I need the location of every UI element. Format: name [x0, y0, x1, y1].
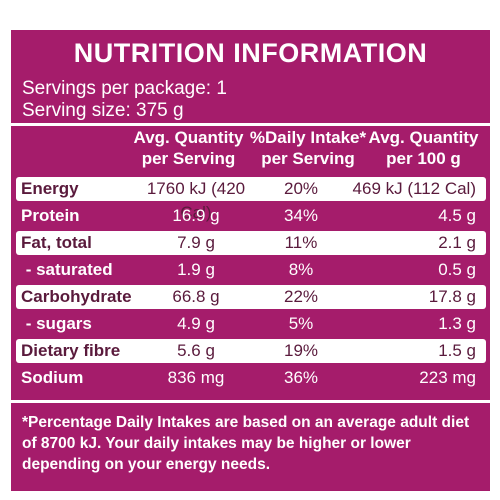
table-row-carbohydrate: Carbohydrate 66.8 g 22% 17.8 g	[16, 285, 486, 309]
table-row-saturated: - saturated 1.9 g 8% 0.5 g	[16, 258, 486, 282]
nutrient-name: Sodium	[21, 368, 84, 387]
value-daily-intake: 11%	[284, 233, 318, 252]
serving-size: Serving size: 375 g	[22, 100, 184, 121]
value-per-100g: 17.8 g	[428, 287, 476, 306]
value-per-serving: 7.9 g	[177, 233, 215, 252]
table-row-protein: Protein 16.9 g 34% 4.5 g	[16, 204, 486, 228]
nutrient-name: - sugars	[21, 314, 92, 333]
value-per-serving: 5.6 g	[177, 341, 215, 360]
table-row-sugars: - sugars 4.9 g 5% 1.3 g	[16, 312, 486, 336]
nutrient-name: Energy	[21, 179, 79, 198]
servings-per-package: Servings per package: 1	[22, 78, 227, 99]
value-daily-intake: 19%	[283, 341, 319, 360]
column-header-avg-per-serving: Avg. Quantity per Serving	[133, 128, 244, 168]
nutrient-name: Fat, total	[21, 233, 92, 252]
cropped-top-edge	[0, 0, 500, 28]
value-per-100g: 469 kJ (112 Cal)	[352, 179, 476, 198]
nutrient-name: - saturated	[21, 260, 113, 279]
value-per-100g: 1.3 g	[438, 314, 476, 333]
table-row-fat-total: Fat, total 7.9 g 11% 2.1 g	[16, 231, 486, 255]
value-daily-intake: 22%	[283, 287, 319, 306]
value-per-serving: 4.9 g	[177, 314, 215, 333]
nutrition-panel: NUTRITION INFORMATION Servings per packa…	[9, 28, 492, 493]
value-daily-intake: 20%	[283, 179, 319, 198]
footnote: *Percentage Daily Intakes are based on a…	[22, 414, 470, 473]
value-per-100g: 1.5 g	[438, 341, 476, 360]
column-header-daily-intake: %Daily Intake* per Serving	[249, 128, 367, 168]
value-daily-intake: 34%	[283, 206, 319, 225]
nutrient-name: Carbohydrate	[21, 287, 132, 306]
value-per-serving: 836 mg	[167, 368, 225, 387]
value-daily-intake: 36%	[283, 368, 319, 387]
footnote-divider	[11, 400, 490, 403]
panel-title: NUTRITION INFORMATION	[73, 38, 428, 68]
value-per-serving: 16.9 g	[172, 206, 220, 225]
value-per-serving: 1.9 g	[177, 260, 215, 279]
header-divider	[11, 123, 490, 126]
value-per-100g: 4.5 g	[438, 206, 476, 225]
column-header-avg-per-100g: Avg. Quantity per 100 g	[368, 128, 479, 168]
value-per-100g: 0.5 g	[438, 260, 476, 279]
nutrient-name: Dietary fibre	[21, 341, 121, 360]
value-per-serving: 66.8 g	[172, 287, 220, 306]
nutrient-name: Protein	[21, 206, 80, 225]
value-per-serving: 1760 kJ (420 Cal)	[146, 179, 246, 222]
value-per-100g: 223 mg	[419, 368, 476, 387]
value-daily-intake: 8%	[288, 260, 314, 279]
table-row-dietary-fibre: Dietary fibre 5.6 g 19% 1.5 g	[16, 339, 486, 363]
table-row-energy: Energy 1760 kJ (420 Cal) 20% 469 kJ (112…	[16, 177, 486, 222]
table-row-sodium: Sodium 836 mg 36% 223 mg	[16, 366, 486, 390]
value-daily-intake: 5%	[288, 314, 314, 333]
value-per-100g: 2.1 g	[438, 233, 476, 252]
